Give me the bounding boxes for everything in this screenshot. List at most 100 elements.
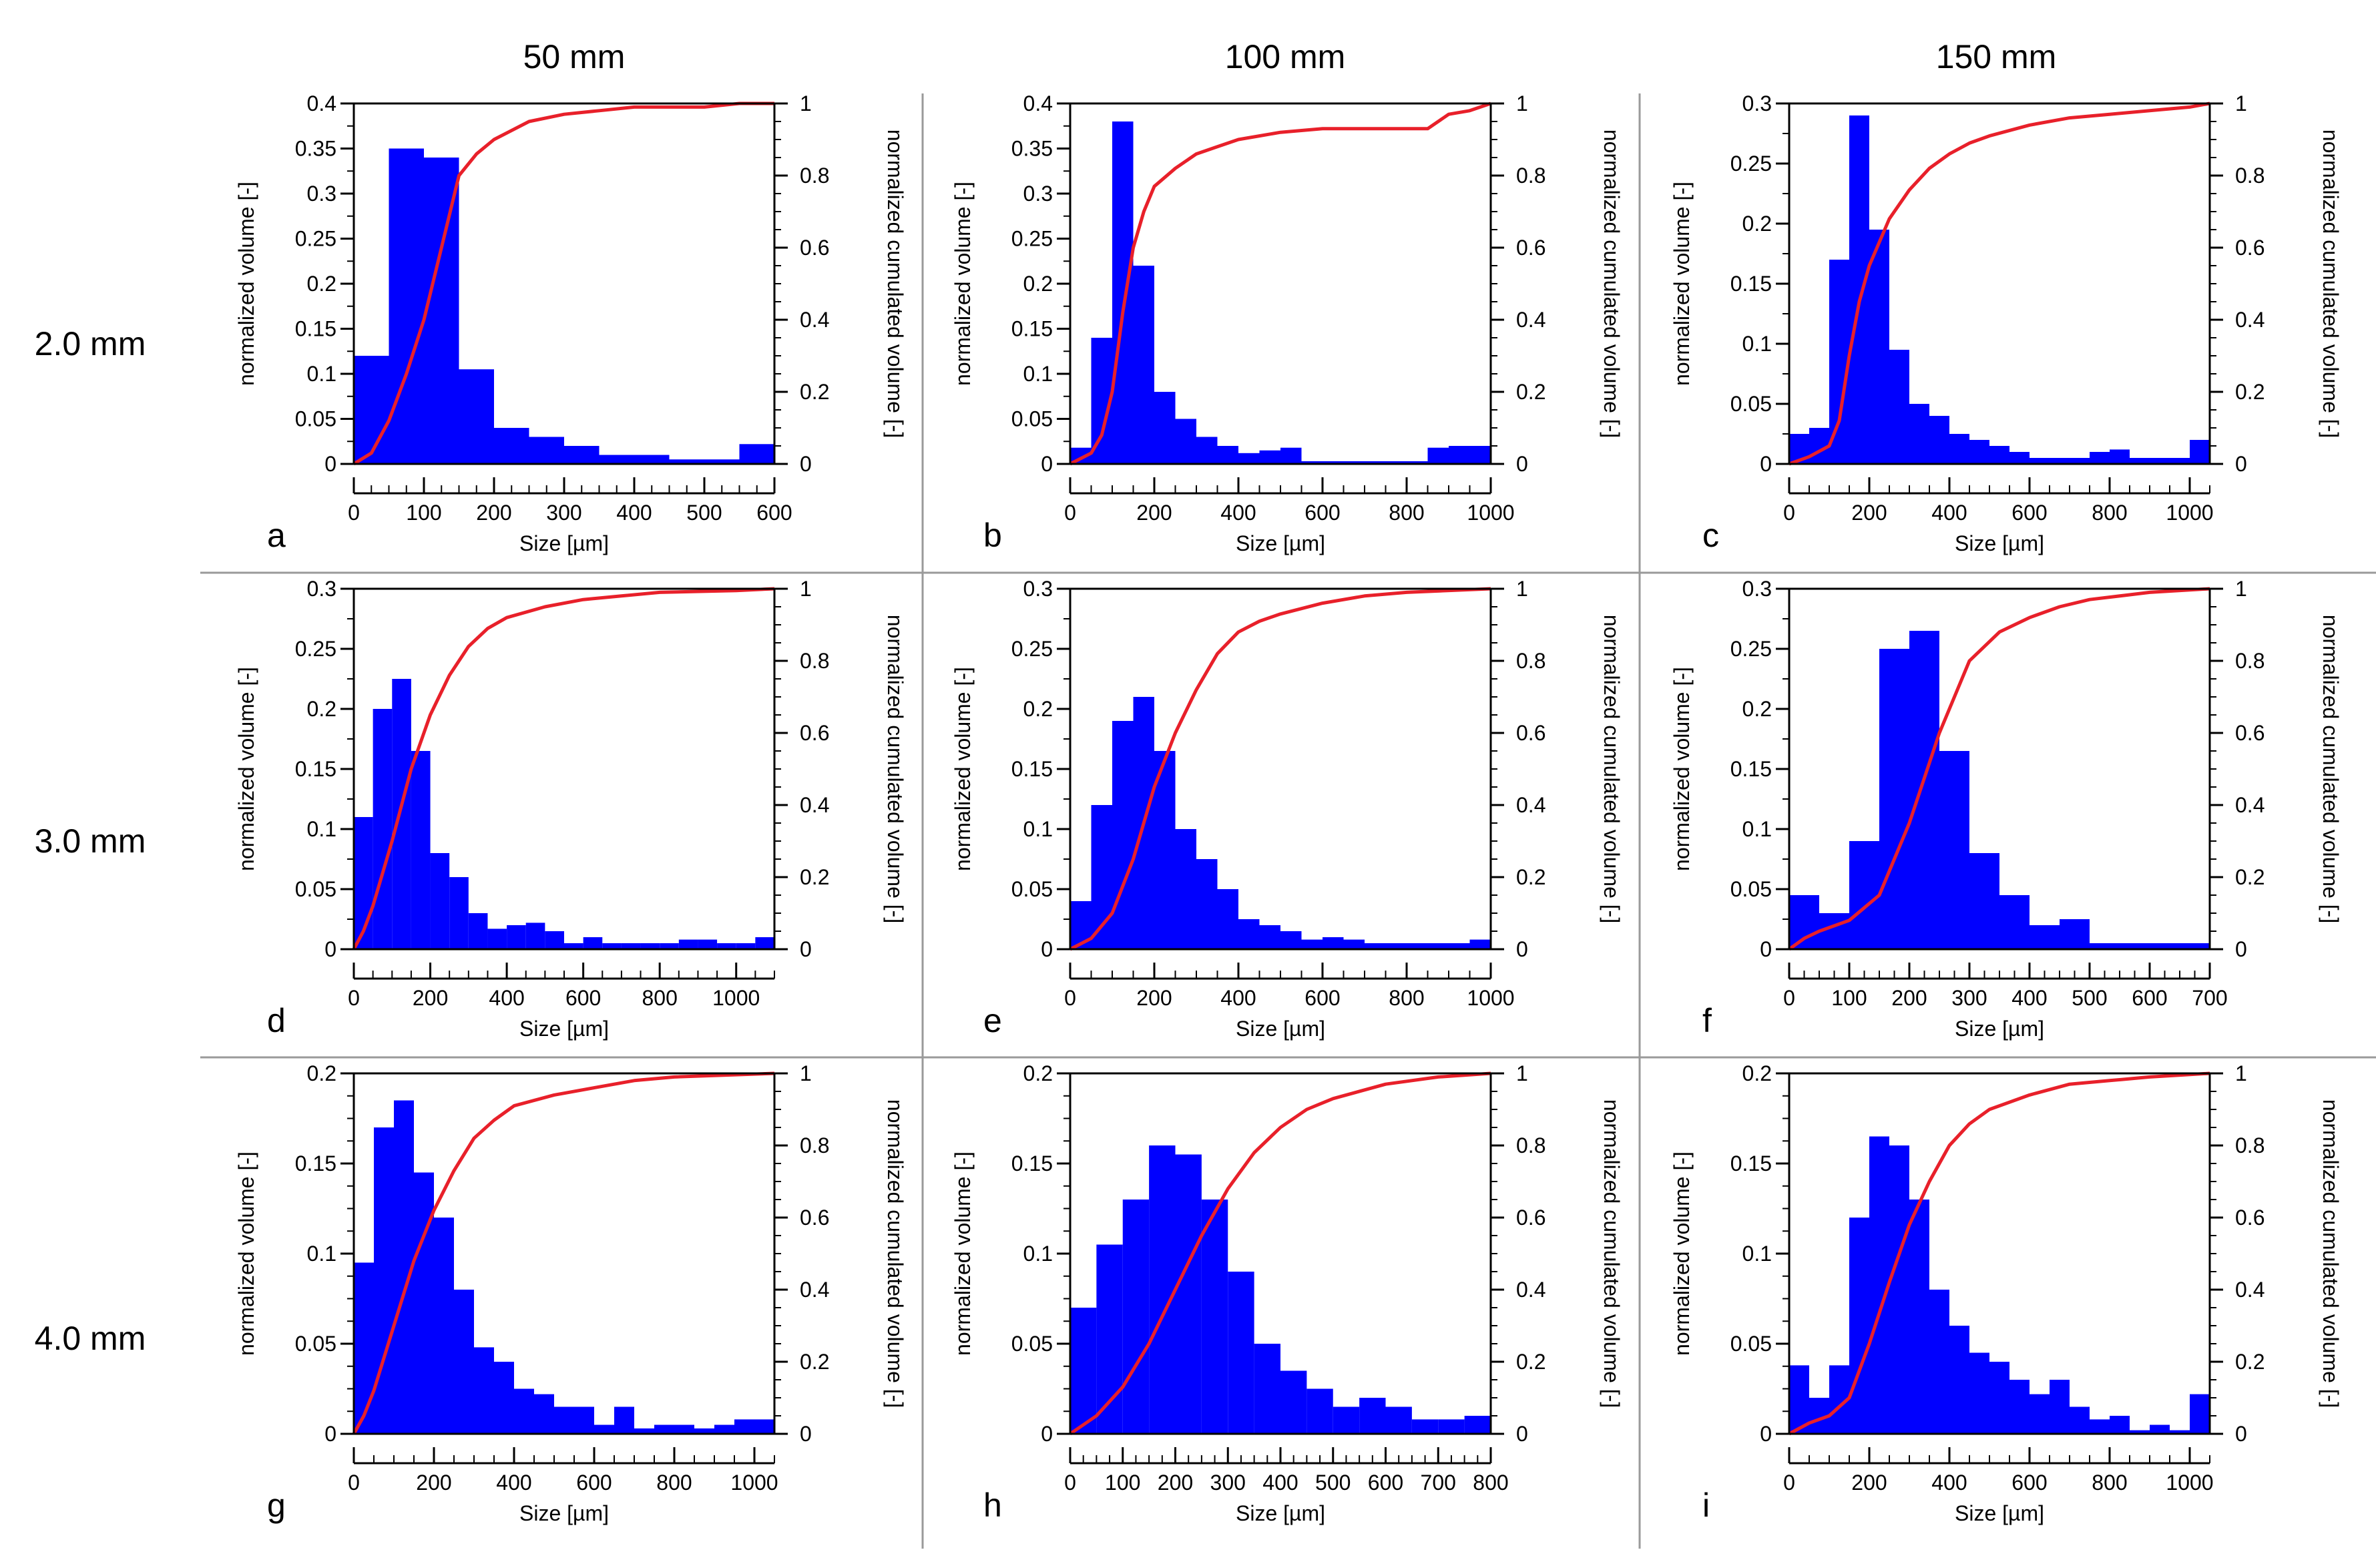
bar-b-17: [1407, 461, 1428, 464]
y2tick-label-c-1: 0.2: [2235, 380, 2265, 404]
y2tick-label-h-4: 0.8: [1516, 1133, 1546, 1157]
xtick-label-a-3: 300: [546, 501, 581, 525]
ytick-label-c-6: 0.3: [1742, 91, 1772, 115]
y2tick-label-f-0: 0: [2235, 937, 2247, 961]
bar-e-16: [1385, 943, 1407, 949]
xtick-label-c-4: 800: [2092, 501, 2127, 525]
xtick-label-b-5: 1000: [1467, 501, 1514, 525]
bar-b-14: [1343, 461, 1365, 464]
y2tick-label-h-2: 0.4: [1516, 1278, 1546, 1302]
bar-d-6: [449, 877, 469, 949]
bar-a-6: [529, 437, 564, 464]
xtick-label-a-4: 400: [616, 501, 652, 525]
panel-g: 0 0.05 0.1 0.15 0.2 0 0.2 0.4 0.6 0.8 1 0 200 400 600 8…: [234, 1061, 907, 1525]
x-axis-label-e: Size [µm]: [1236, 1017, 1325, 1041]
xtick-label-b-3: 600: [1304, 501, 1340, 525]
y2tick-label-e-3: 0.6: [1516, 721, 1546, 745]
y2tick-label-b-0: 0: [1516, 452, 1528, 476]
bar-b-13: [1323, 461, 1344, 464]
xtick-label-c-3: 600: [2011, 501, 2047, 525]
bar-e-7: [1196, 859, 1218, 949]
bar-d-7: [468, 913, 488, 949]
y2tick-label-f-1: 0.2: [2235, 865, 2265, 889]
bar-f-14: [2180, 943, 2210, 949]
bar-g-7: [474, 1347, 494, 1434]
bar-d-21: [736, 943, 756, 949]
ytick-label-h-3: 0.15: [1011, 1151, 1053, 1175]
bar-i-4: [1849, 1218, 1869, 1434]
bar-d-12: [564, 943, 583, 949]
bar-d-13: [583, 937, 603, 949]
xtick-label-b-1: 200: [1136, 501, 1172, 525]
xtick-label-d-2: 400: [489, 986, 524, 1010]
ytick-label-c-0: 0: [1760, 452, 1772, 476]
bar-i-18: [2130, 1430, 2150, 1434]
bar-b-15: [1365, 461, 1386, 464]
bar-f-12: [2120, 943, 2150, 949]
bar-f-10: [2060, 919, 2090, 949]
bar-f-8: [1999, 895, 2030, 949]
y2tick-label-c-5: 1: [2235, 91, 2247, 115]
ytick-label-i-1: 0.05: [1730, 1332, 1772, 1356]
bar-i-9: [1949, 1326, 1969, 1434]
bar-d-10: [525, 923, 545, 949]
ytick-label-b-5: 0.25: [1011, 227, 1053, 251]
ytick-label-f-1: 0.05: [1730, 877, 1772, 901]
ytick-label-d-0: 0: [324, 937, 336, 961]
bar-i-1: [1789, 1365, 1809, 1434]
xtick-label-e-1: 200: [1136, 986, 1172, 1010]
bar-a-11: [704, 459, 740, 464]
bar-a-4: [459, 369, 494, 464]
y-axis-label-i: normalized volume [-]: [1670, 1151, 1694, 1356]
cumulative-line-g: [352, 1071, 775, 1435]
bar-i-7: [1909, 1200, 1929, 1434]
ytick-label-a-3: 0.15: [295, 317, 336, 341]
y-axis-label-h: normalized volume [-]: [951, 1151, 975, 1356]
ytick-label-b-1: 0.05: [1011, 407, 1053, 431]
bar-i-15: [2070, 1406, 2090, 1434]
ytick-label-f-5: 0.25: [1730, 637, 1772, 661]
bar-d-22: [755, 937, 774, 949]
panel-letter-b: b: [983, 517, 1002, 554]
y2tick-label-e-2: 0.4: [1516, 793, 1546, 817]
bar-e-20: [1469, 939, 1491, 949]
bar-e-13: [1323, 937, 1344, 949]
bar-d-19: [698, 939, 718, 949]
bar-d-16: [640, 943, 660, 949]
bar-b-5: [1154, 392, 1176, 464]
bar-g-9: [514, 1388, 534, 1434]
y2tick-label-b-4: 0.8: [1516, 164, 1546, 188]
bar-h-1: [1070, 1308, 1097, 1434]
bar-c-20: [2170, 458, 2190, 464]
xtick-label-h-8: 800: [1473, 1471, 1508, 1495]
y2tick-label-i-5: 1: [2235, 1061, 2247, 1085]
ytick-label-h-0: 0: [1041, 1422, 1053, 1446]
ytick-label-f-4: 0.2: [1742, 697, 1772, 721]
bar-a-3: [424, 158, 459, 464]
xtick-label-f-0: 0: [1783, 986, 1795, 1010]
bar-i-13: [2030, 1394, 2050, 1434]
y-axis-label-e: normalized volume [-]: [951, 667, 975, 871]
xtick-label-h-0: 0: [1064, 1471, 1076, 1495]
bar-h-4: [1149, 1145, 1176, 1434]
cumulative-line-f: [1788, 587, 2210, 951]
cumulative-line-c: [1789, 101, 2210, 466]
xtick-label-g-1: 200: [416, 1471, 451, 1495]
y2tick-label-g-0: 0: [800, 1422, 812, 1446]
xtick-label-d-4: 800: [642, 986, 677, 1010]
xtick-label-g-3: 600: [576, 1471, 612, 1495]
bar-h-11: [1333, 1406, 1360, 1434]
ytick-label-d-4: 0.2: [307, 697, 336, 721]
xtick-label-b-2: 400: [1220, 501, 1256, 525]
bar-d-5: [430, 853, 450, 949]
bar-h-14: [1411, 1419, 1439, 1434]
bar-h-10: [1306, 1388, 1333, 1434]
y2tick-label-d-4: 0.8: [800, 649, 829, 673]
bar-d-3: [392, 679, 411, 949]
ytick-label-e-4: 0.2: [1023, 697, 1053, 721]
panel-a: 0 0.05 0.1 0.15 0.2 0.25 0.3 0.35 0.4 0 0.2 0.4 0.6 0…: [234, 91, 907, 555]
ytick-label-i-0: 0: [1760, 1422, 1772, 1446]
bar-i-10: [1969, 1352, 1989, 1434]
xtick-label-i-0: 0: [1783, 1471, 1795, 1495]
y2tick-label-f-4: 0.8: [2235, 649, 2265, 673]
